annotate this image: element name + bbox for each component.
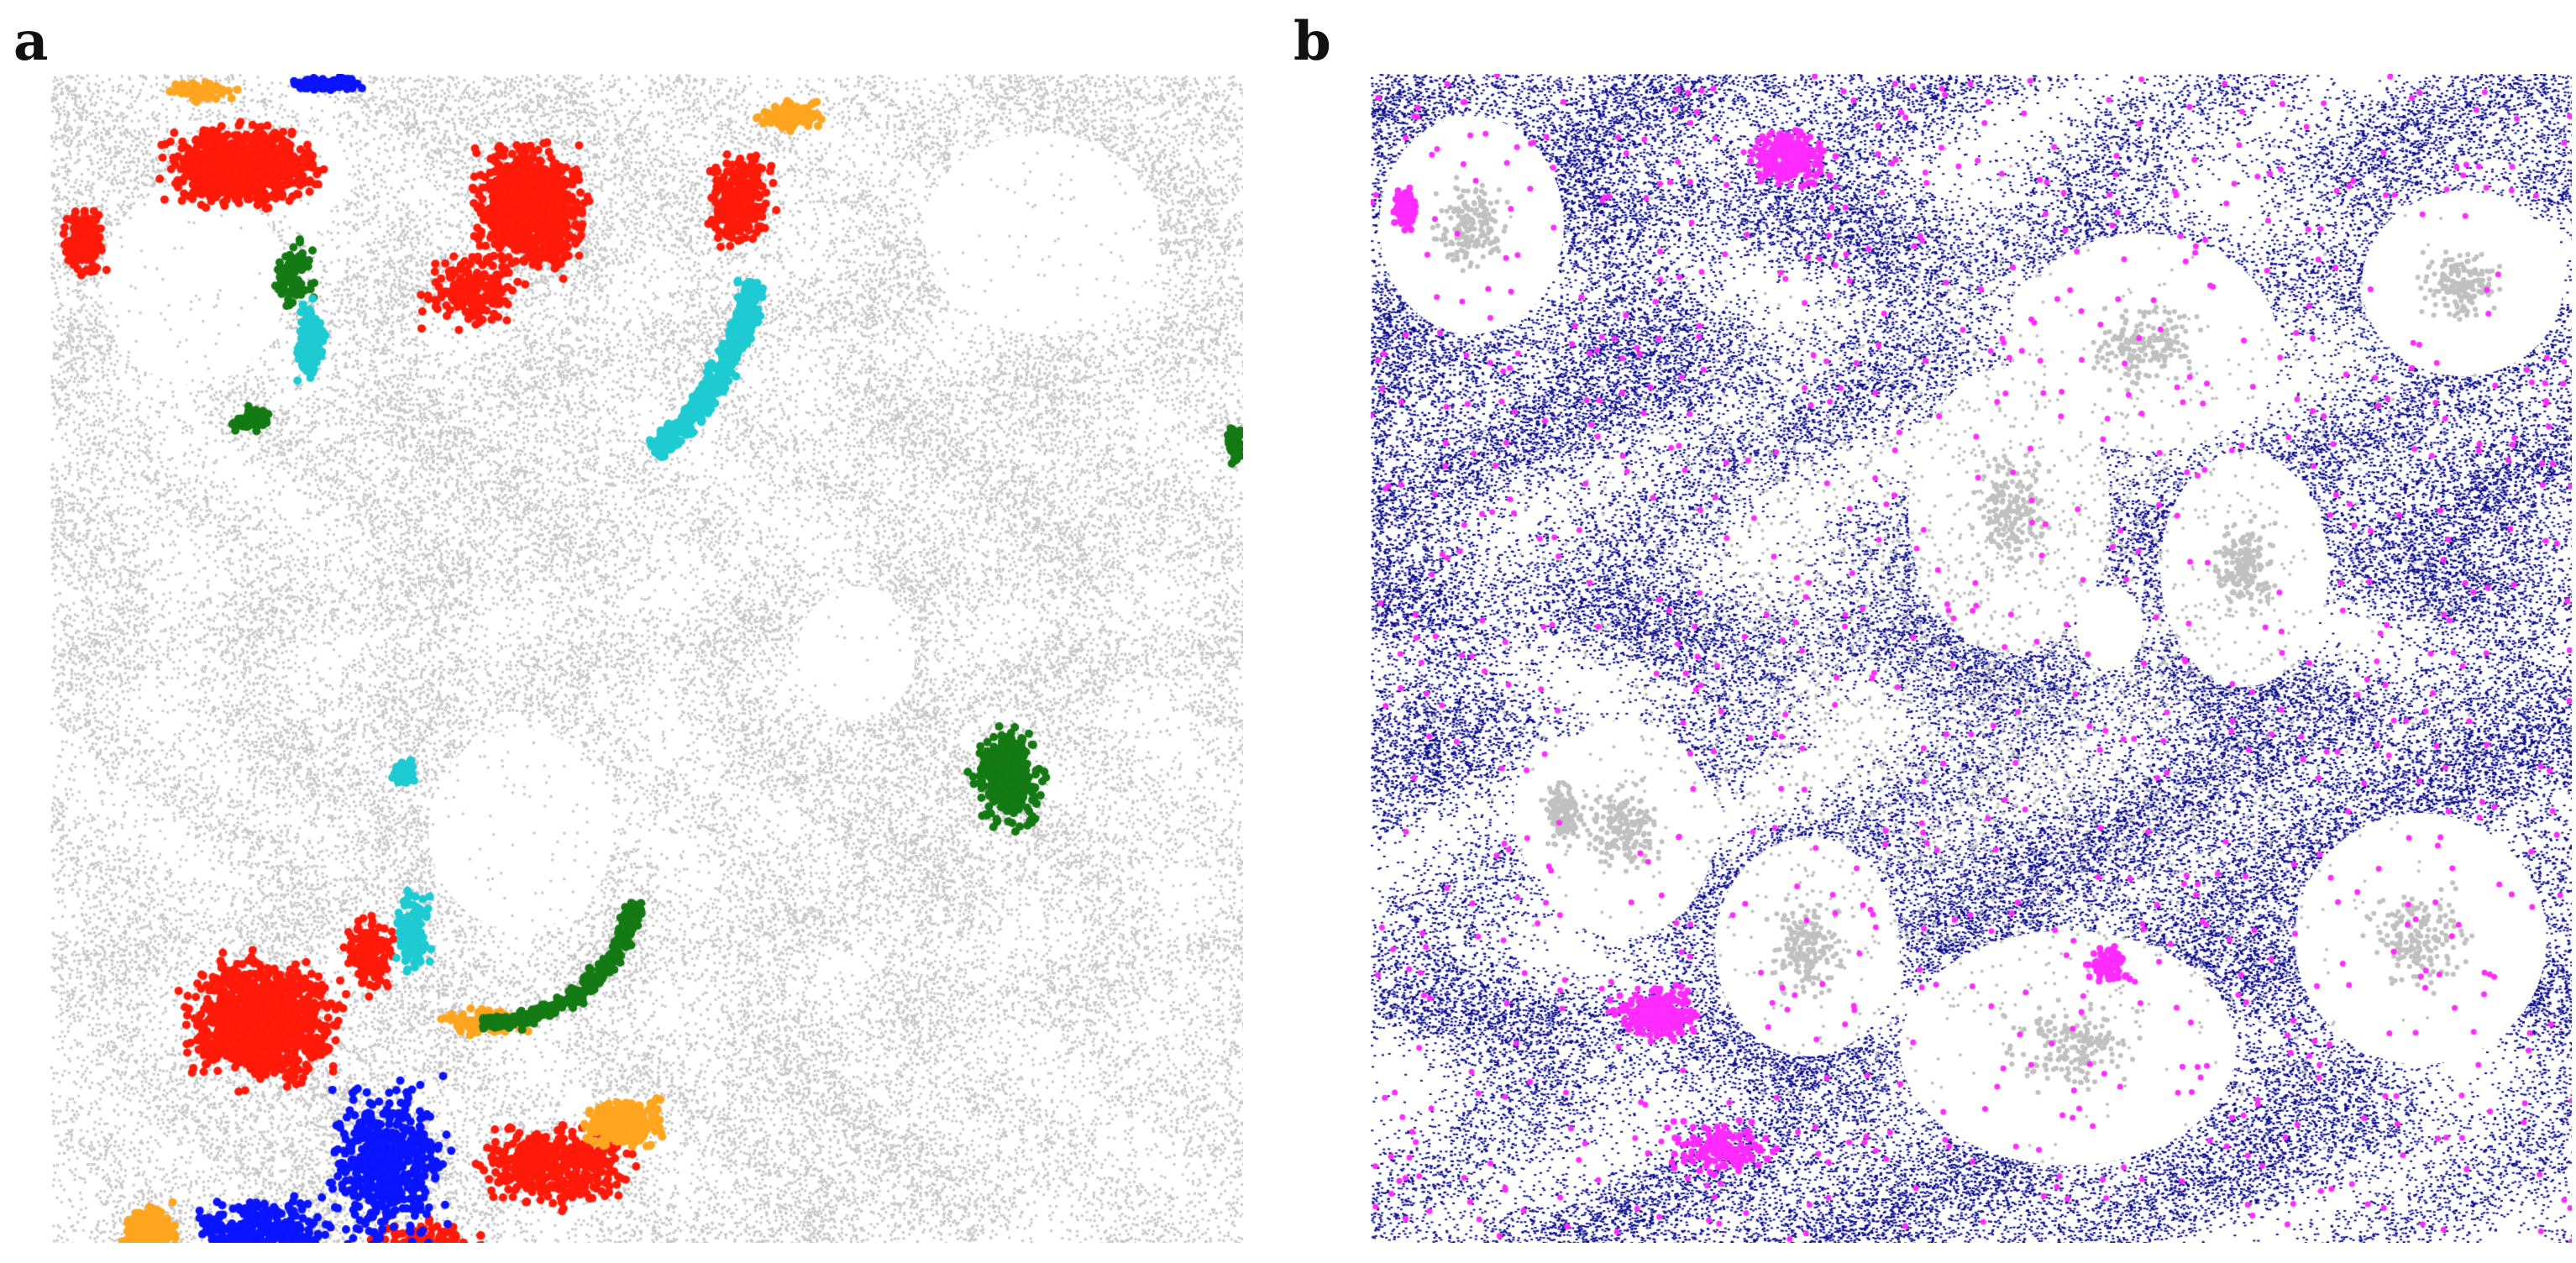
panel-b-canvas (1371, 74, 2572, 1243)
panel-b-scatter-image (1371, 74, 2572, 1243)
panel-b-label: b (1293, 10, 1331, 73)
panel-a-scatter-image (50, 74, 1243, 1243)
panel-a-canvas (50, 74, 1243, 1243)
panel-a-label: a (13, 10, 49, 73)
